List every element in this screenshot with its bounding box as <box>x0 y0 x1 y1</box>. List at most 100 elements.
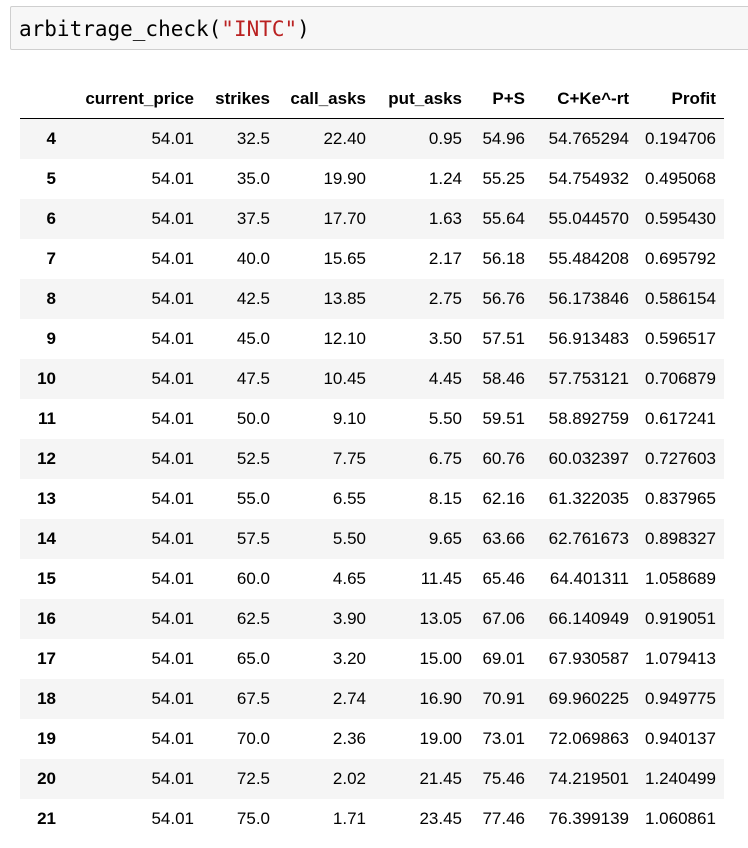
cell-output: current_price strikes call_asks put_asks… <box>20 80 724 839</box>
cell-current-price: 54.01 <box>151 369 194 388</box>
cell-p-plus-s: 55.64 <box>482 209 525 228</box>
cell-put-asks: 5.50 <box>428 409 462 428</box>
cell-call-asks: 5.50 <box>332 529 366 548</box>
table-row: 12 54.01 52.5 7.75 6.75 60.76 60.032397 0.72760… <box>20 439 724 479</box>
cell-put-asks: 6.75 <box>428 449 462 468</box>
dataframe-table: current_price strikes call_asks put_asks… <box>20 80 724 839</box>
cell-c-plus-ke: 55.044570 <box>548 209 629 228</box>
cell-p-plus-s: 69.01 <box>482 649 525 668</box>
row-index: 18 <box>37 689 56 708</box>
table-row: 16 54.01 62.5 3.90 13.05 67.06 66.140949 0.9190… <box>20 599 724 639</box>
code-cell-input[interactable]: arbitrage_check("INTC") <box>10 6 748 50</box>
cell-profit: 0.837965 <box>645 489 716 508</box>
cell-put-asks: 15.00 <box>419 649 462 668</box>
cell-put-asks: 16.90 <box>419 689 462 708</box>
cell-strikes: 55.0 <box>236 489 270 508</box>
cell-call-asks: 4.65 <box>332 569 366 588</box>
table-row: 19 54.01 70.0 2.36 19.00 73.01 72.069863 0.9401… <box>20 719 724 759</box>
table-row: 5 54.01 35.0 19.90 1.24 55.25 54.754932 0.49506… <box>20 159 724 199</box>
index-header <box>20 80 64 119</box>
code-string-argument: "INTC" <box>221 17 298 41</box>
cell-call-asks: 13.85 <box>323 289 366 308</box>
column-header-current-price: current_price <box>64 80 202 119</box>
cell-current-price: 54.01 <box>151 169 194 188</box>
cell-c-plus-ke: 62.761673 <box>548 529 629 548</box>
cell-current-price: 54.01 <box>151 449 194 468</box>
row-index: 11 <box>38 409 56 428</box>
cell-strikes: 47.5 <box>236 369 270 388</box>
cell-current-price: 54.01 <box>151 729 194 748</box>
cell-current-price: 54.01 <box>151 129 194 148</box>
code-function-call: arbitrage_check( <box>19 17 222 41</box>
table-row: 9 54.01 45.0 12.10 3.50 57.51 56.913483 0.59651… <box>20 319 724 359</box>
cell-call-asks: 1.71 <box>332 809 366 828</box>
column-header-p-plus-s: P+S <box>470 80 533 119</box>
cell-put-asks: 11.45 <box>420 569 462 588</box>
cell-strikes: 72.5 <box>236 769 270 788</box>
cell-put-asks: 1.63 <box>428 209 462 228</box>
cell-current-price: 54.01 <box>151 209 194 228</box>
cell-c-plus-ke: 55.484208 <box>548 249 629 268</box>
cell-call-asks: 17.70 <box>323 209 366 228</box>
row-index: 16 <box>37 609 56 628</box>
table-row: 18 54.01 67.5 2.74 16.90 70.91 69.960225 0.9497… <box>20 679 724 719</box>
cell-put-asks: 2.17 <box>428 249 462 268</box>
cell-p-plus-s: 59.51 <box>482 409 525 428</box>
table-row: 13 54.01 55.0 6.55 8.15 62.16 61.322035 0.83796… <box>20 479 724 519</box>
table-row: 17 54.01 65.0 3.20 15.00 69.01 67.930587 1.0794… <box>20 639 724 679</box>
cell-strikes: 42.5 <box>236 289 270 308</box>
cell-put-asks: 8.15 <box>428 489 462 508</box>
cell-c-plus-ke: 66.140949 <box>548 609 629 628</box>
cell-c-plus-ke: 67.930587 <box>548 649 629 668</box>
cell-call-asks: 19.90 <box>323 169 366 188</box>
cell-strikes: 52.5 <box>236 449 270 468</box>
cell-strikes: 60.0 <box>236 569 270 588</box>
cell-profit: 1.060861 <box>645 809 716 828</box>
cell-profit: 0.949775 <box>645 689 716 708</box>
row-index: 6 <box>46 209 56 228</box>
cell-call-asks: 10.45 <box>323 369 366 388</box>
cell-call-asks: 2.74 <box>332 689 366 708</box>
row-index: 14 <box>37 529 56 548</box>
cell-profit: 0.586154 <box>645 289 716 308</box>
cell-c-plus-ke: 54.754932 <box>548 169 629 188</box>
cell-put-asks: 0.95 <box>428 129 462 148</box>
cell-strikes: 75.0 <box>236 809 270 828</box>
cell-call-asks: 2.02 <box>332 769 366 788</box>
cell-profit: 0.695792 <box>645 249 716 268</box>
cell-call-asks: 9.10 <box>332 409 366 428</box>
cell-profit: 0.617241 <box>645 409 716 428</box>
cell-strikes: 57.5 <box>236 529 270 548</box>
cell-p-plus-s: 67.06 <box>482 609 525 628</box>
cell-c-plus-ke: 60.032397 <box>548 449 629 468</box>
table-row: 8 54.01 42.5 13.85 2.75 56.76 56.173846 0.58615… <box>20 279 724 319</box>
column-header-call-asks: call_asks <box>278 80 374 119</box>
cell-c-plus-ke: 61.322035 <box>548 489 629 508</box>
cell-p-plus-s: 58.46 <box>482 369 525 388</box>
cell-c-plus-ke: 57.753121 <box>548 369 629 388</box>
cell-call-asks: 6.55 <box>332 489 366 508</box>
cell-current-price: 54.01 <box>151 689 194 708</box>
column-header-profit: Profit <box>637 80 724 119</box>
cell-current-price: 54.01 <box>151 529 194 548</box>
cell-current-price: 54.01 <box>151 769 194 788</box>
cell-current-price: 54.01 <box>151 649 194 668</box>
row-index: 4 <box>46 129 56 148</box>
cell-c-plus-ke: 56.173846 <box>548 289 629 308</box>
column-header-strikes: strikes <box>202 80 278 119</box>
table-row: 10 54.01 47.5 10.45 4.45 58.46 57.753121 0.7068… <box>20 359 724 399</box>
table-row: 15 54.01 60.0 4.65 11.45 65.46 64.401311 1.0586… <box>20 559 724 599</box>
cell-p-plus-s: 60.76 <box>482 449 525 468</box>
row-index: 21 <box>37 809 56 828</box>
cell-profit: 0.706879 <box>645 369 716 388</box>
cell-p-plus-s: 75.46 <box>482 769 525 788</box>
cell-strikes: 67.5 <box>236 689 270 708</box>
cell-put-asks: 23.45 <box>419 809 462 828</box>
cell-c-plus-ke: 64.401311 <box>549 569 629 588</box>
table-row: 6 54.01 37.5 17.70 1.63 55.64 55.044570 0.59543… <box>20 199 724 239</box>
cell-c-plus-ke: 54.765294 <box>548 129 629 148</box>
cell-strikes: 65.0 <box>236 649 270 668</box>
cell-put-asks: 1.24 <box>428 169 462 188</box>
cell-profit: 1.058689 <box>645 569 716 588</box>
cell-strikes: 62.5 <box>236 609 270 628</box>
